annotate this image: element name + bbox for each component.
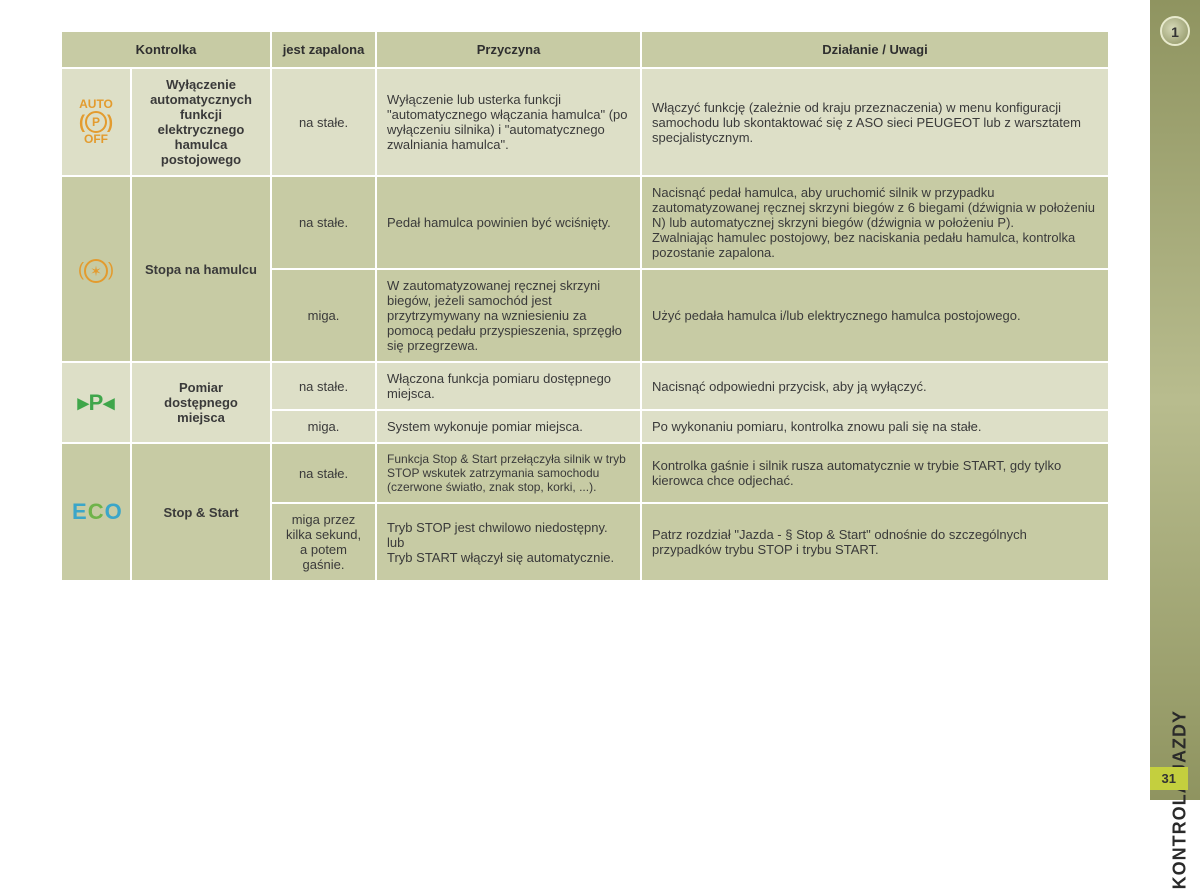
- indicator-cause: Funkcja Stop & Start przełączyła silnik …: [376, 443, 641, 503]
- indicator-icon-cell: AUTO (P) OFF: [61, 68, 131, 176]
- indicator-name: Wyłączenie automatycznych funkcji elektr…: [131, 68, 271, 176]
- indicator-state: na stałe.: [271, 68, 376, 176]
- col-state: jest zapalona: [271, 31, 376, 68]
- col-cause: Przyczyna: [376, 31, 641, 68]
- indicator-icon-cell: ECO: [61, 443, 131, 581]
- indicator-state: na stałe.: [271, 176, 376, 269]
- side-bar: 1 KONTROLA JAZDY 31: [1150, 0, 1200, 800]
- park-measure-icon: ▸P◂: [72, 390, 120, 416]
- indicator-action: Nacisnąć pedał hamulca, aby uruchomić si…: [641, 176, 1109, 269]
- indicator-icon-cell: ▸P◂: [61, 362, 131, 443]
- indicator-cause: W zautomatyzowanej ręcznej skrzyni biegó…: [376, 269, 641, 362]
- indicator-table: Kontrolka jest zapalona Przyczyna Działa…: [60, 30, 1110, 582]
- col-kontrolka: Kontrolka: [61, 31, 271, 68]
- indicator-cause: Tryb STOP jest chwilowo niedostępny. lub…: [376, 503, 641, 581]
- indicator-cause: Pedał hamulca powinien być wciśnięty.: [376, 176, 641, 269]
- indicator-action: Nacisnąć odpowiedni przycisk, aby ją wył…: [641, 362, 1109, 410]
- section-badge: 1: [1160, 16, 1190, 46]
- indicator-cause: Wyłączenie lub usterka funkcji "automaty…: [376, 68, 641, 176]
- indicator-action: Patrz rozdział "Jazda - § Stop & Start" …: [641, 503, 1109, 581]
- indicator-cause: Włączona funkcja pomiaru dostępnego miej…: [376, 362, 641, 410]
- foot-brake-icon: (✶): [72, 256, 120, 283]
- indicator-cause: System wykonuje pomiar miejsca.: [376, 410, 641, 443]
- table-header-row: Kontrolka jest zapalona Przyczyna Działa…: [61, 31, 1109, 68]
- eco-icon: ECO: [72, 499, 120, 525]
- indicator-state: miga przez kilka sekund, a potem gaśnie.: [271, 503, 376, 581]
- indicator-name: Stop & Start: [131, 443, 271, 581]
- page-number: 31: [1150, 767, 1188, 790]
- table-row: AUTO (P) OFF Wyłączenie automatycznych f…: [61, 68, 1109, 176]
- indicator-name: Stopa na hamulcu: [131, 176, 271, 362]
- indicator-state: miga.: [271, 269, 376, 362]
- table-row: ECO Stop & Start na stałe. Funkcja Stop …: [61, 443, 1109, 503]
- table-row: ▸P◂ Pomiar dostępnego miejsca na stałe. …: [61, 362, 1109, 410]
- indicator-state: na stałe.: [271, 362, 376, 410]
- indicator-action: Po wykonaniu pomiaru, kontrolka znowu pa…: [641, 410, 1109, 443]
- page-content: Kontrolka jest zapalona Przyczyna Działa…: [60, 30, 1110, 582]
- auto-p-off-icon: AUTO (P) OFF: [72, 98, 120, 146]
- indicator-action: Kontrolka gaśnie i silnik rusza automaty…: [641, 443, 1109, 503]
- indicator-state: miga.: [271, 410, 376, 443]
- indicator-name: Pomiar dostępnego miejsca: [131, 362, 271, 443]
- indicator-icon-cell: (✶): [61, 176, 131, 362]
- col-action: Działanie / Uwagi: [641, 31, 1109, 68]
- indicator-state: na stałe.: [271, 443, 376, 503]
- table-row: (✶) Stopa na hamulcu na stałe. Pedał ham…: [61, 176, 1109, 269]
- indicator-action: Włączyć funkcję (zależnie od kraju przez…: [641, 68, 1109, 176]
- indicator-action: Użyć pedała hamulca i/lub elektrycznego …: [641, 269, 1109, 362]
